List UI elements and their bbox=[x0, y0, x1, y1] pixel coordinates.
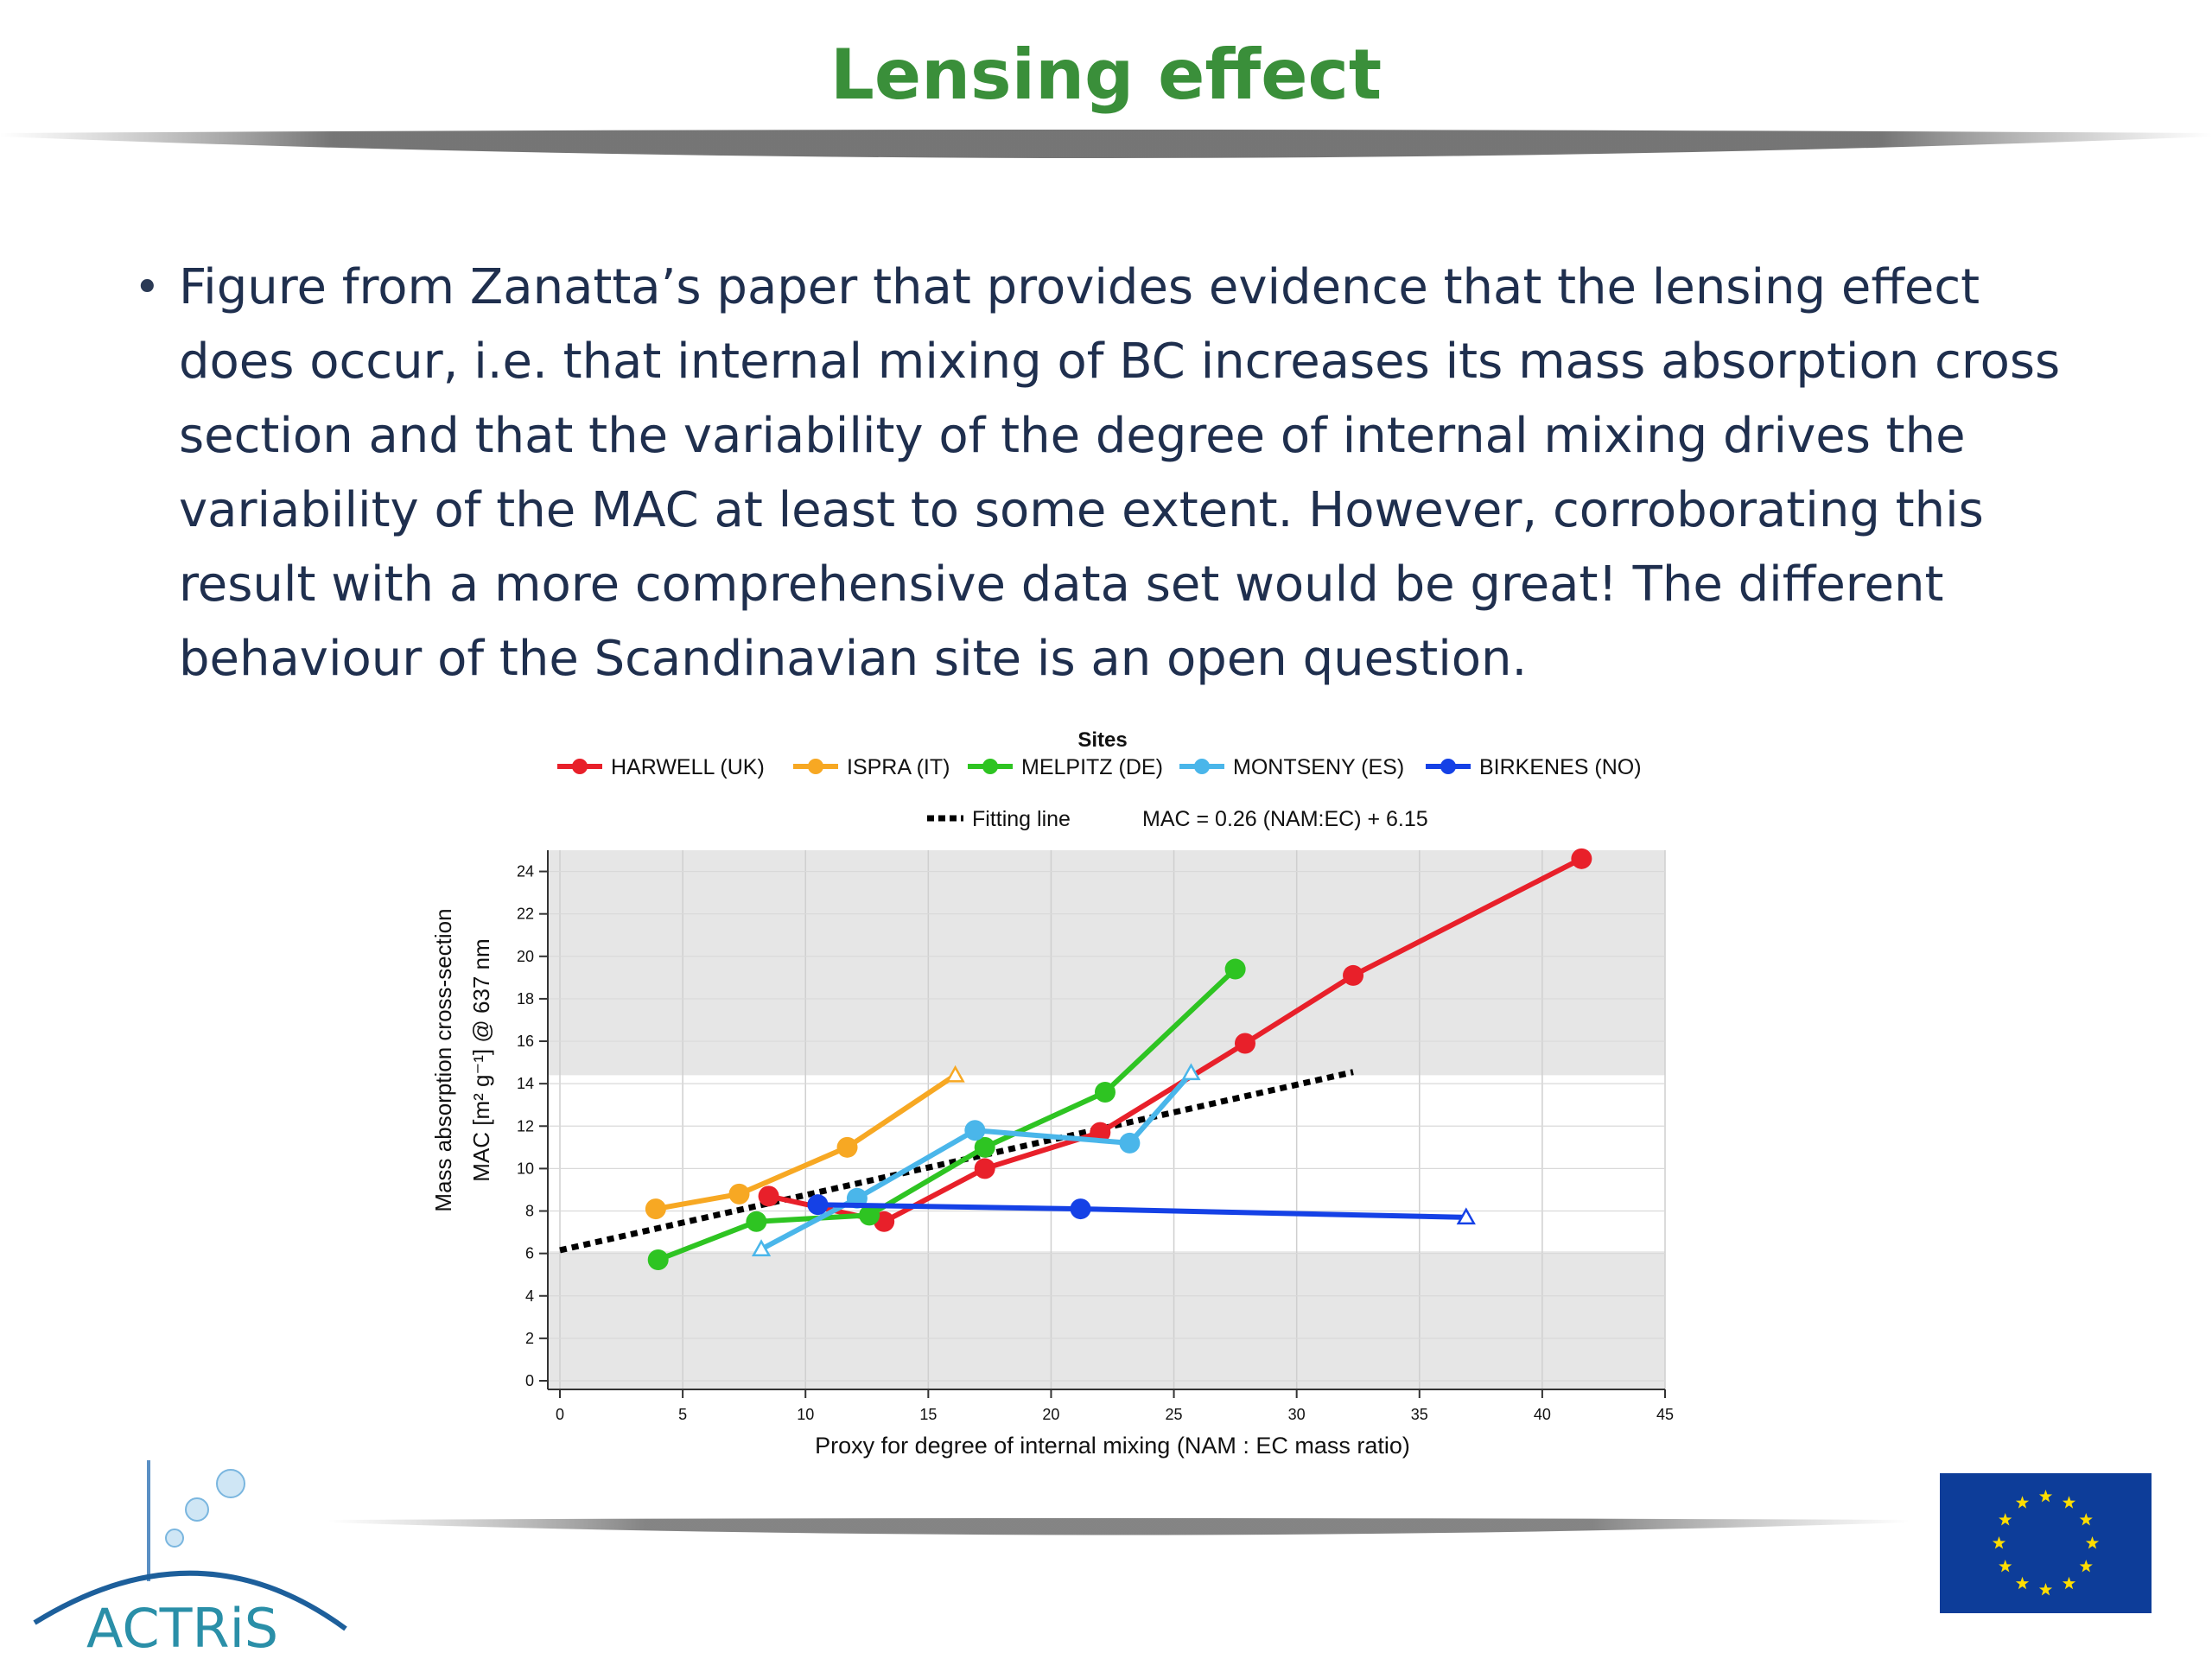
x-axis-title: Proxy for degree of internal mixing (NAM… bbox=[815, 1433, 1410, 1459]
y-tick-label: 22 bbox=[517, 906, 534, 923]
star-icon bbox=[2079, 1513, 2093, 1526]
x-tick-label: 45 bbox=[1656, 1406, 1674, 1423]
data-point bbox=[1094, 1081, 1116, 1103]
y-tick-label: 0 bbox=[525, 1372, 534, 1389]
data-point bbox=[1119, 1132, 1141, 1154]
series-line bbox=[657, 967, 1237, 1262]
data-point bbox=[1343, 964, 1364, 986]
data-point bbox=[1571, 848, 1592, 869]
y-axis-title: Mass absorption cross-section bbox=[430, 908, 456, 1211]
legend-label: MONTSENY (ES) bbox=[1233, 755, 1404, 779]
x-tick-label: 30 bbox=[1288, 1406, 1306, 1423]
y-tick-label: 24 bbox=[517, 863, 534, 880]
x-tick-label: 35 bbox=[1411, 1406, 1428, 1423]
star-icon bbox=[2062, 1496, 2076, 1509]
y-tick-label: 6 bbox=[525, 1245, 534, 1262]
y-tick-label: 16 bbox=[517, 1033, 534, 1050]
y-axis-title-units: MAC [m² g⁻¹] @ 637 nm bbox=[468, 938, 494, 1181]
star-icon bbox=[2038, 1583, 2053, 1596]
slide-title: Lensing effect bbox=[830, 35, 1382, 115]
data-point bbox=[807, 1194, 829, 1216]
fitting-line bbox=[559, 1069, 1354, 1254]
footer-divider bbox=[328, 1518, 1910, 1535]
legend-label: BIRKENES (NO) bbox=[1479, 755, 1642, 779]
star-icon bbox=[2038, 1490, 2053, 1503]
bullet-text: Figure from Zanatta’s paper that provide… bbox=[179, 259, 2061, 687]
y-tick-label: 2 bbox=[525, 1330, 534, 1347]
y-tick-label: 12 bbox=[517, 1117, 534, 1135]
y-tick-label: 18 bbox=[517, 990, 534, 1007]
legend-label: ISPRA (IT) bbox=[847, 755, 950, 779]
x-tick-label: 5 bbox=[678, 1406, 687, 1423]
x-tick-label: 10 bbox=[797, 1406, 814, 1423]
open-point bbox=[1456, 1207, 1476, 1225]
star-icon bbox=[1999, 1513, 2012, 1526]
x-tick-label: 20 bbox=[1042, 1406, 1059, 1423]
legend-label: MELPITZ (DE) bbox=[1021, 755, 1163, 779]
bullet-marker: • bbox=[134, 262, 161, 314]
y-tick-label: 8 bbox=[525, 1203, 534, 1220]
series-line bbox=[655, 1072, 957, 1212]
legend-title: Sites bbox=[1077, 728, 1127, 752]
title-divider bbox=[0, 130, 2212, 158]
fit-equation: MAC = 0.26 (NAM:EC) + 6.15 bbox=[1142, 807, 1428, 831]
logo-text: ACTRiS bbox=[86, 1597, 278, 1659]
star-icon bbox=[2015, 1496, 2030, 1509]
data-point bbox=[1224, 958, 1246, 980]
data-point bbox=[836, 1136, 858, 1158]
shaded-band bbox=[548, 1251, 1665, 1389]
x-tick-label: 0 bbox=[556, 1406, 564, 1423]
y-tick-label: 4 bbox=[525, 1287, 534, 1305]
star-icon bbox=[2079, 1560, 2093, 1573]
legend-swatch-marker bbox=[808, 759, 823, 774]
data-point bbox=[974, 1158, 995, 1179]
data-point bbox=[746, 1211, 767, 1232]
x-tick-label: 40 bbox=[1534, 1406, 1551, 1423]
star-icon bbox=[2062, 1576, 2076, 1590]
y-tick-label: 10 bbox=[517, 1160, 534, 1177]
legend-swatch-marker bbox=[572, 759, 588, 774]
data-point bbox=[647, 1249, 669, 1271]
legend-swatch-marker bbox=[982, 759, 998, 774]
legend-label: HARWELL (UK) bbox=[611, 755, 765, 779]
data-point bbox=[758, 1185, 779, 1207]
legend-fit-label: Fitting line bbox=[972, 807, 1071, 831]
data-point bbox=[1234, 1033, 1255, 1054]
data-point bbox=[728, 1183, 750, 1205]
data-point bbox=[974, 1136, 995, 1158]
data-point bbox=[859, 1205, 880, 1226]
open-point bbox=[945, 1065, 965, 1083]
star-icon bbox=[1992, 1536, 2006, 1549]
open-point bbox=[751, 1239, 772, 1256]
star-icon bbox=[1999, 1560, 2012, 1573]
data-point bbox=[964, 1120, 986, 1141]
legend-swatch-marker bbox=[1194, 759, 1210, 774]
legend-swatch-marker bbox=[1440, 759, 1456, 774]
y-tick-label: 14 bbox=[517, 1075, 534, 1092]
data-point bbox=[645, 1198, 666, 1220]
shaded-band bbox=[548, 850, 1665, 1076]
star-icon bbox=[2015, 1576, 2030, 1590]
eu-flag bbox=[1940, 1473, 2152, 1613]
y-tick-label: 20 bbox=[517, 948, 534, 965]
x-tick-label: 25 bbox=[1166, 1406, 1183, 1423]
actris-logo: ACTRiS bbox=[33, 1460, 347, 1659]
star-icon bbox=[2085, 1536, 2100, 1549]
x-tick-label: 15 bbox=[919, 1406, 937, 1423]
data-point bbox=[1070, 1198, 1091, 1220]
open-point bbox=[1181, 1063, 1201, 1081]
